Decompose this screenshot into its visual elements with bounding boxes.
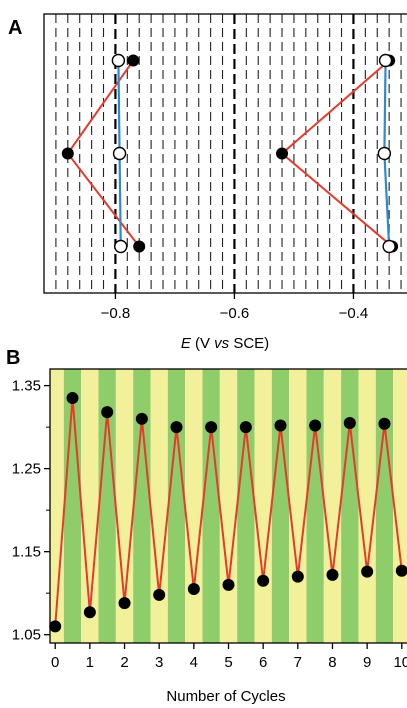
panel-a-open-point-1-1 bbox=[377, 146, 392, 161]
panel-a-x-axis-title: E (V vs SCE) bbox=[181, 335, 269, 352]
panel-a-label: A bbox=[8, 17, 22, 39]
panel-b-x-ticks: 0 1 2 3 4 5 6 7 8 9 10 bbox=[51, 643, 407, 671]
panel-b-band-12 bbox=[254, 369, 272, 643]
panel-a-filled-point-0-2 bbox=[133, 240, 146, 253]
panel-b-band-2 bbox=[81, 369, 99, 643]
panel-b-band-20 bbox=[393, 369, 407, 643]
panel-b-x-tick-label-9: 9 bbox=[363, 654, 371, 671]
panel-b-band-15 bbox=[306, 369, 324, 643]
panel-a-filled-point-0-1 bbox=[61, 147, 74, 160]
panel-b-band-6 bbox=[150, 369, 168, 643]
panel-b-point-7 bbox=[170, 421, 183, 434]
panel-b-band-17 bbox=[341, 369, 359, 643]
panel-b-band-4 bbox=[115, 369, 134, 643]
panel-b-point-16 bbox=[326, 568, 339, 581]
panel-a-x-ticks: −0.8 −0.6 −0.4 bbox=[101, 293, 369, 322]
panel-b-x-tick-label-8: 8 bbox=[328, 654, 336, 671]
panel-b-band-1 bbox=[63, 369, 82, 643]
panel-b-x-tick-label-6: 6 bbox=[259, 654, 267, 671]
panel-b-band-16 bbox=[323, 369, 342, 643]
panel-b-point-10 bbox=[222, 578, 235, 591]
panel-b-band-14 bbox=[289, 369, 307, 643]
panel-b-band-19 bbox=[375, 369, 394, 643]
panel-b: B 1.05 1.15 1.25 1.35 0 1 2 3 4 5 6 7 8 9 10 Number o… bbox=[6, 347, 407, 705]
panel-b-x-axis-title: Number of Cycles bbox=[166, 688, 285, 705]
panel-b-point-8 bbox=[187, 583, 200, 596]
panel-a-x-tick-label-1: −0.6 bbox=[220, 305, 250, 322]
panel-b-point-12 bbox=[257, 574, 270, 587]
panel-b-x-tick-label-2: 2 bbox=[120, 654, 128, 671]
panel-b-point-11 bbox=[239, 421, 252, 434]
panel-a-filled-point-1-1 bbox=[276, 147, 289, 160]
panel-b-x-tick-label-5: 5 bbox=[224, 654, 232, 671]
panel-b-x-tick-label-0: 0 bbox=[51, 654, 59, 671]
panel-a-x-axis-open: (V bbox=[191, 335, 214, 352]
panel-b-point-4 bbox=[118, 597, 131, 610]
panel-b-label: B bbox=[6, 347, 20, 369]
panel-b-y-tick-label-3: 1.35 bbox=[12, 378, 41, 395]
panel-b-x-tick-label-4: 4 bbox=[190, 654, 198, 671]
panel-b-y-ticks: 1.05 1.15 1.25 1.35 bbox=[12, 378, 50, 644]
panel-b-point-0 bbox=[49, 620, 62, 633]
panel-a-x-tick-label-0: −0.8 bbox=[101, 305, 131, 322]
panel-b-band-8 bbox=[185, 369, 203, 643]
panel-b-point-14 bbox=[291, 570, 304, 583]
panel-a-vertical-lines bbox=[55, 14, 402, 293]
panel-b-band-10 bbox=[219, 369, 238, 643]
panel-b-point-17 bbox=[343, 416, 356, 429]
panel-a-filled-point-0-0 bbox=[127, 54, 140, 67]
panel-b-band-5 bbox=[133, 369, 151, 643]
panel-a-filled-line-1 bbox=[280, 59, 393, 248]
panel-a-x-axis-vs: vs bbox=[214, 335, 230, 352]
panel-b-point-6 bbox=[153, 588, 166, 601]
panel-b-band-7 bbox=[167, 369, 186, 643]
panel-b-x-tick-label-3: 3 bbox=[155, 654, 163, 671]
panel-b-point-13 bbox=[274, 419, 287, 432]
panel-b-point-5 bbox=[135, 412, 148, 425]
panel-b-plot-frame bbox=[49, 368, 407, 644]
panel-b-band-0 bbox=[50, 369, 64, 643]
panel-b-point-3 bbox=[101, 406, 114, 419]
panel-b-points bbox=[49, 392, 407, 633]
panel-a-x-axis-symbol: E bbox=[181, 335, 192, 352]
panel-b-background-bands bbox=[50, 369, 407, 643]
panel-a-open-point-1-2 bbox=[382, 239, 396, 254]
panel-b-point-1 bbox=[66, 392, 79, 405]
panel-b-x-tick-label-7: 7 bbox=[294, 654, 302, 671]
panel-a-open-point-0-2 bbox=[114, 239, 128, 254]
panel-a: A −0.8 −0.6 −0.4 E (V vs SCE) bbox=[8, 13, 407, 352]
panel-b-point-18 bbox=[361, 565, 374, 578]
panel-b-y-tick-label-1: 1.15 bbox=[12, 544, 41, 561]
panel-a-open-point-1-0 bbox=[378, 53, 393, 68]
panel-a-x-axis-close: SCE) bbox=[229, 335, 269, 352]
panel-b-band-9 bbox=[202, 369, 220, 643]
panel-b-band-18 bbox=[358, 369, 376, 643]
panel-a-open-point-0-0 bbox=[111, 53, 126, 68]
panel-b-x-tick-label-1: 1 bbox=[86, 654, 94, 671]
panel-a-plot-frame bbox=[43, 13, 407, 294]
panel-b-band-13 bbox=[271, 369, 290, 643]
panel-b-point-9 bbox=[205, 421, 218, 434]
panel-b-point-2 bbox=[83, 606, 96, 619]
panel-a-x-tick-label-2: −0.4 bbox=[339, 305, 369, 322]
panel-a-points bbox=[61, 53, 399, 254]
panel-b-band-11 bbox=[237, 369, 255, 643]
panel-b-x-tick-label-10: 10 bbox=[393, 654, 407, 671]
panel-b-y-tick-label-0: 1.05 bbox=[12, 627, 41, 644]
panel-a-open-point-0-1 bbox=[112, 146, 127, 161]
panel-b-point-20 bbox=[395, 564, 407, 577]
panel-b-band-3 bbox=[98, 369, 116, 643]
panel-b-y-tick-label-2: 1.25 bbox=[12, 461, 41, 478]
panel-b-point-15 bbox=[309, 419, 322, 432]
panel-b-point-19 bbox=[378, 417, 391, 430]
